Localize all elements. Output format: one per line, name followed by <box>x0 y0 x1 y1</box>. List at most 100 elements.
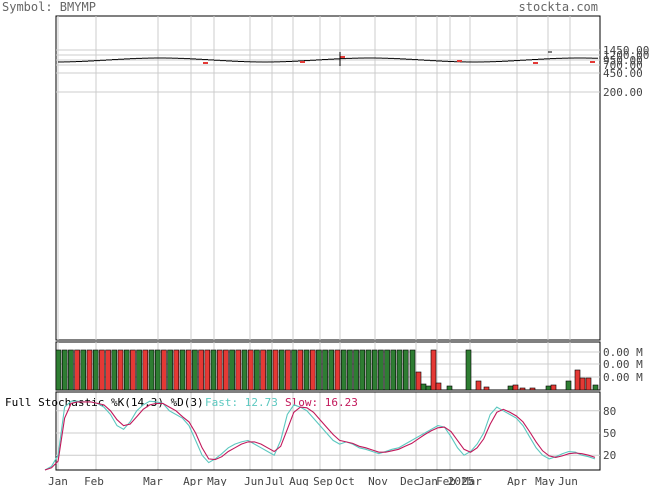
volume-bar <box>179 349 186 391</box>
x-tick-label: Nov <box>368 475 388 486</box>
volume-bar <box>278 349 285 391</box>
volume-bar <box>475 380 482 391</box>
volume-panel: 0.00 M0.00 M0.00 M <box>55 341 643 391</box>
volume-bar <box>92 349 99 391</box>
x-tick-label: Jul <box>265 475 285 486</box>
volume-bar <box>235 349 242 391</box>
price-candle <box>300 61 305 63</box>
price-candle <box>340 56 345 58</box>
price-tick-label: 700.00 <box>603 59 643 72</box>
volume-bar <box>430 349 437 391</box>
x-tick-label: Jan <box>48 475 68 486</box>
volume-tick-label: 0.00 M <box>603 346 643 359</box>
volume-bar <box>136 349 142 391</box>
volume-bar <box>328 349 335 391</box>
volume-bar <box>396 349 403 391</box>
slow-label: Slow: 16.23 <box>285 396 358 409</box>
x-tick-label: Aug <box>289 475 309 486</box>
volume-bar <box>204 349 211 391</box>
x-tick-label: Apr <box>183 475 203 486</box>
volume-bar <box>173 349 180 391</box>
volume-bar <box>86 349 93 391</box>
x-tick-label: May <box>207 475 227 486</box>
volume-bar <box>390 349 397 391</box>
stochastic-frame <box>55 391 601 471</box>
stochastic-slow-line <box>44 401 596 471</box>
volume-bar <box>465 349 472 391</box>
stochastic-fast-line <box>44 400 596 471</box>
x-tick-label: Sep <box>313 475 333 486</box>
volume-bar <box>198 349 204 391</box>
price-tick-label: 450.00 <box>603 67 643 80</box>
x-tick-label: Apr <box>507 475 527 486</box>
volume-bar <box>334 349 341 391</box>
volume-bar <box>420 383 427 391</box>
stochastic-tick-label: 50 <box>603 427 616 440</box>
volume-bar <box>415 371 422 391</box>
price-tick-label: 200.00 <box>603 86 643 99</box>
volume-bar <box>99 349 105 391</box>
volume-bar <box>309 349 316 391</box>
volume-bar <box>483 386 490 391</box>
price-candle <box>457 60 462 62</box>
volume-bar <box>285 349 291 391</box>
volume-bar <box>111 349 118 391</box>
volume-bar <box>574 369 581 391</box>
volume-bar <box>68 349 74 391</box>
x-tick-label: Jan <box>418 475 438 486</box>
price-candle <box>203 62 208 64</box>
volume-bar <box>192 349 198 391</box>
volume-bar <box>61 349 68 391</box>
volume-bar <box>161 349 167 391</box>
volume-bar <box>247 349 254 391</box>
volume-bar <box>303 349 310 391</box>
volume-bar <box>148 349 155 391</box>
volume-bar <box>402 349 409 391</box>
volume-bar <box>545 385 552 391</box>
volume-bar <box>529 387 536 391</box>
volume-bar <box>216 349 223 391</box>
volume-bar <box>291 349 297 391</box>
volume-bar <box>512 384 519 391</box>
x-tick-label: Jun <box>558 475 578 486</box>
volume-bar <box>519 387 526 391</box>
x-tick-label: Mar <box>143 475 163 486</box>
stochastic-panel: Full Stochastic %K(14,3) %D(3) Fast: 12.… <box>5 391 616 471</box>
volume-bar <box>260 349 266 391</box>
volume-bar <box>371 349 378 391</box>
volume-bar <box>297 349 304 391</box>
volume-bar <box>507 385 514 391</box>
volume-bar <box>446 385 453 391</box>
volume-bar <box>55 349 62 391</box>
volume-bar <box>272 349 279 391</box>
price-frame <box>55 15 601 341</box>
volume-bar <box>585 377 592 391</box>
volume-bar <box>130 349 136 391</box>
volume-bar <box>409 349 416 391</box>
volume-bar <box>254 349 260 391</box>
volume-bar <box>229 349 235 391</box>
fast-label: Fast: 12.73 <box>205 396 278 409</box>
volume-bar <box>117 349 124 391</box>
volume-bar <box>80 349 87 391</box>
volume-bar <box>123 349 130 391</box>
volume-bar <box>223 349 229 391</box>
volume-bar <box>347 349 353 391</box>
volume-bar <box>105 349 111 391</box>
x-tick-label: Jun <box>244 475 264 486</box>
x-axis: Jan Feb Mar Apr May Jun Jul Aug Sep Oct Nov DecJanF… <box>48 475 578 486</box>
x-tick-label: Oct <box>335 475 355 486</box>
volume-bar <box>185 349 192 391</box>
volume-bar <box>154 349 161 391</box>
volume-bar <box>384 349 390 391</box>
volume-bar <box>340 349 347 391</box>
stochastic-tick-label: 20 <box>603 449 616 462</box>
volume-bar <box>565 380 572 391</box>
volume-bar <box>378 349 384 391</box>
x-tick-label: Feb <box>436 475 456 486</box>
volume-bar <box>435 382 442 391</box>
site-label: stockta.com <box>519 0 598 14</box>
volume-bar <box>550 384 557 391</box>
